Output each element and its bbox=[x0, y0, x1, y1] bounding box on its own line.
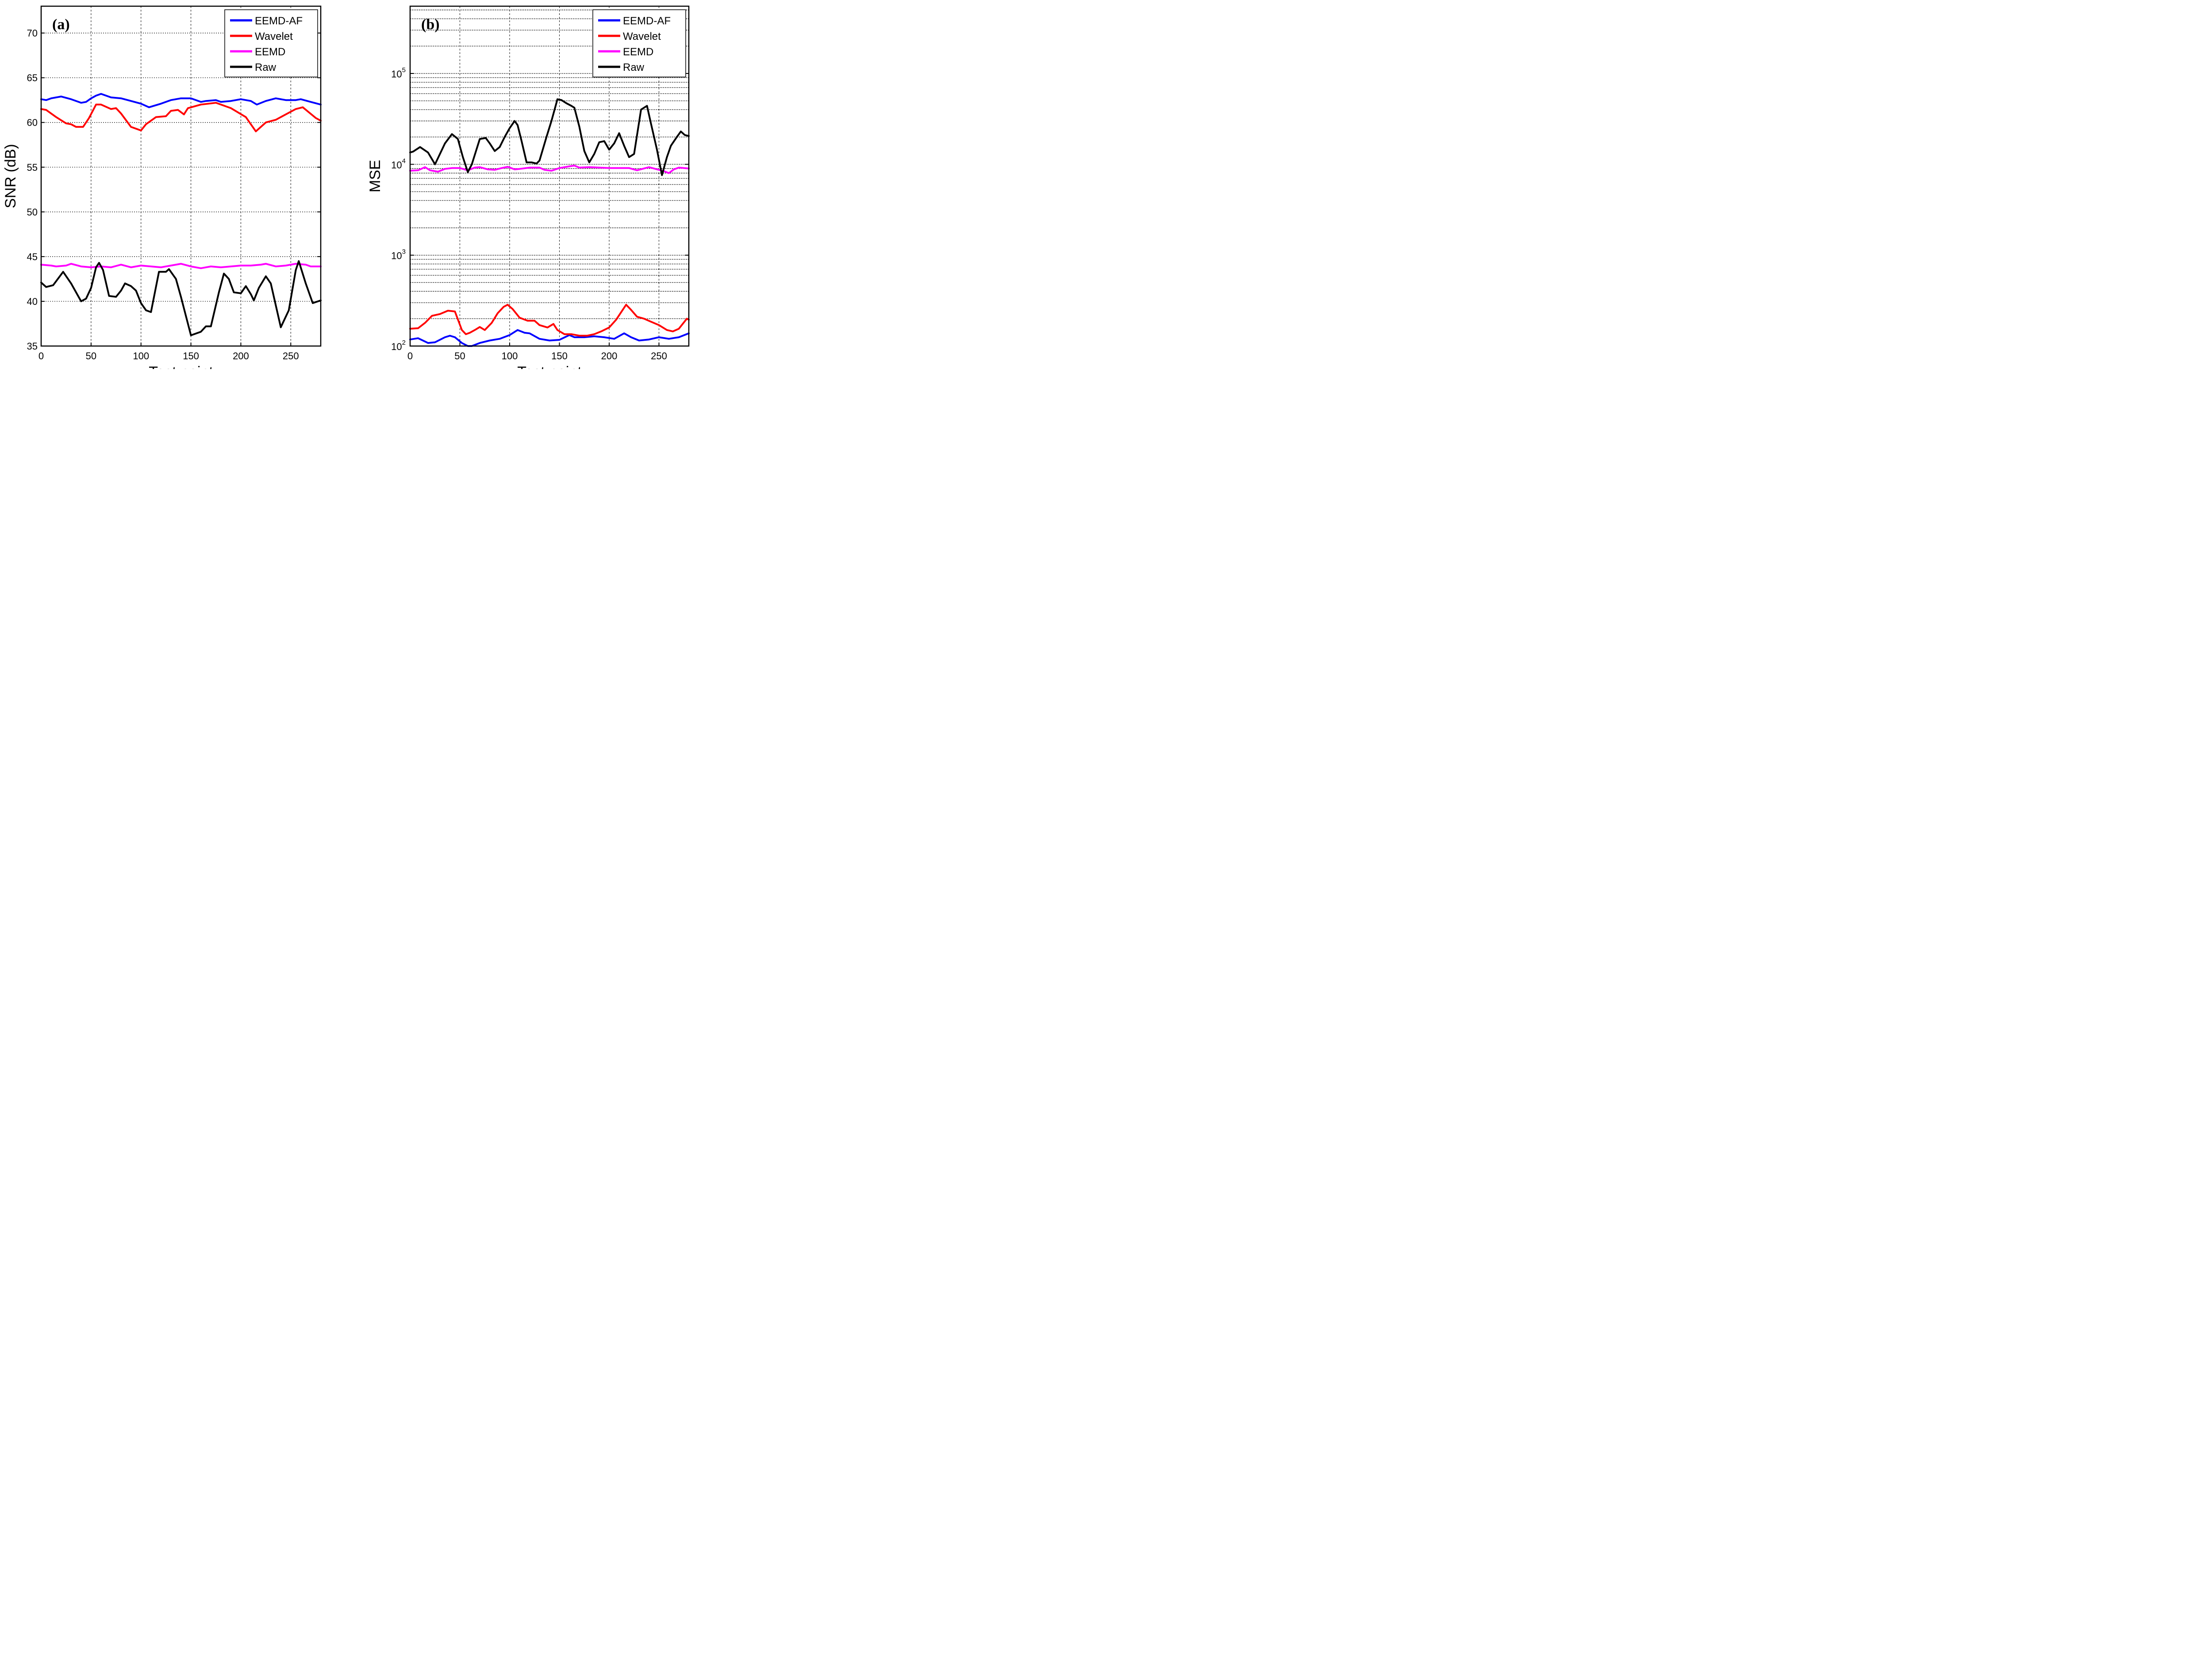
figure: 0 50 100 150 200 250 35 40 45 50 55 60 65 70 Test poin… bbox=[2, 5, 690, 369]
x-tick-label: 150 bbox=[183, 350, 199, 362]
series-line-raw bbox=[40, 260, 322, 336]
legend-label-wavelet: Wavelet bbox=[255, 31, 293, 42]
legend-label-raw: Raw bbox=[255, 62, 276, 73]
series-line-wavelet bbox=[409, 304, 690, 337]
series-line-wavelet bbox=[40, 102, 322, 132]
y-tick-label: 50 bbox=[27, 207, 38, 218]
y-tick-label: 70 bbox=[27, 28, 38, 39]
y-tick-label: 105 bbox=[391, 66, 406, 80]
y-tick-label: 104 bbox=[391, 157, 406, 170]
y-axis-label: MSE bbox=[367, 160, 384, 192]
legend-label-eemd-af: EEMD-AF bbox=[255, 15, 303, 27]
x-tick-label: 50 bbox=[86, 350, 96, 362]
series-line-eemd-af bbox=[409, 329, 690, 347]
x-tick-label: 150 bbox=[551, 350, 568, 362]
series-line-eemd bbox=[40, 263, 322, 269]
y-axis-label: SNR (dB) bbox=[2, 144, 19, 208]
x-tick-label: 200 bbox=[601, 350, 618, 362]
legend-label-eemd: EEMD bbox=[255, 46, 285, 58]
x-axis-label: Test point bbox=[149, 364, 213, 369]
y-tick-label: 60 bbox=[27, 117, 38, 128]
panel-b-mse-chart: 0 50 100 150 200 250 102 103 104 105 Test point MSE… bbox=[367, 5, 690, 369]
y-tick-label: 103 bbox=[391, 248, 406, 262]
x-tick-label: 0 bbox=[407, 350, 413, 362]
y-tick-label: 45 bbox=[27, 251, 38, 262]
x-tick-label: 50 bbox=[454, 350, 465, 362]
legend-label-eemd-af: EEMD-AF bbox=[623, 15, 671, 27]
panel-a-snr-chart: 0 50 100 150 200 250 35 40 45 50 55 60 65 70 Test poin… bbox=[2, 5, 322, 369]
y-tick-label: 55 bbox=[27, 162, 38, 173]
x-tick-label: 250 bbox=[283, 350, 299, 362]
x-tick-label: 250 bbox=[651, 350, 667, 362]
legend: EEMD-AF Wavelet EEMD Raw bbox=[592, 9, 686, 77]
series-line-eemd bbox=[409, 165, 690, 174]
x-tick-label: 100 bbox=[133, 350, 149, 362]
series-line-raw bbox=[409, 98, 690, 176]
series-line-eemd-af bbox=[40, 93, 322, 108]
x-axis-label: Test point bbox=[517, 364, 582, 369]
legend: EEMD-AF Wavelet EEMD Raw bbox=[224, 9, 318, 77]
legend-label-raw: Raw bbox=[623, 62, 645, 73]
y-tick-label: 65 bbox=[27, 73, 38, 84]
x-tick-label: 100 bbox=[502, 350, 518, 362]
y-tick-label: 35 bbox=[27, 341, 38, 352]
y-tick-label: 40 bbox=[27, 296, 38, 307]
axes-frame bbox=[40, 5, 322, 347]
y-tick-label: 102 bbox=[391, 339, 406, 352]
panel-label: (a) bbox=[52, 16, 70, 33]
x-tick-label: 0 bbox=[38, 350, 44, 362]
axes-frame bbox=[409, 5, 690, 347]
x-tick-label: 200 bbox=[233, 350, 249, 362]
legend-label-wavelet: Wavelet bbox=[623, 31, 661, 42]
panel-label: (b) bbox=[421, 16, 440, 33]
legend-label-eemd: EEMD bbox=[623, 46, 653, 58]
